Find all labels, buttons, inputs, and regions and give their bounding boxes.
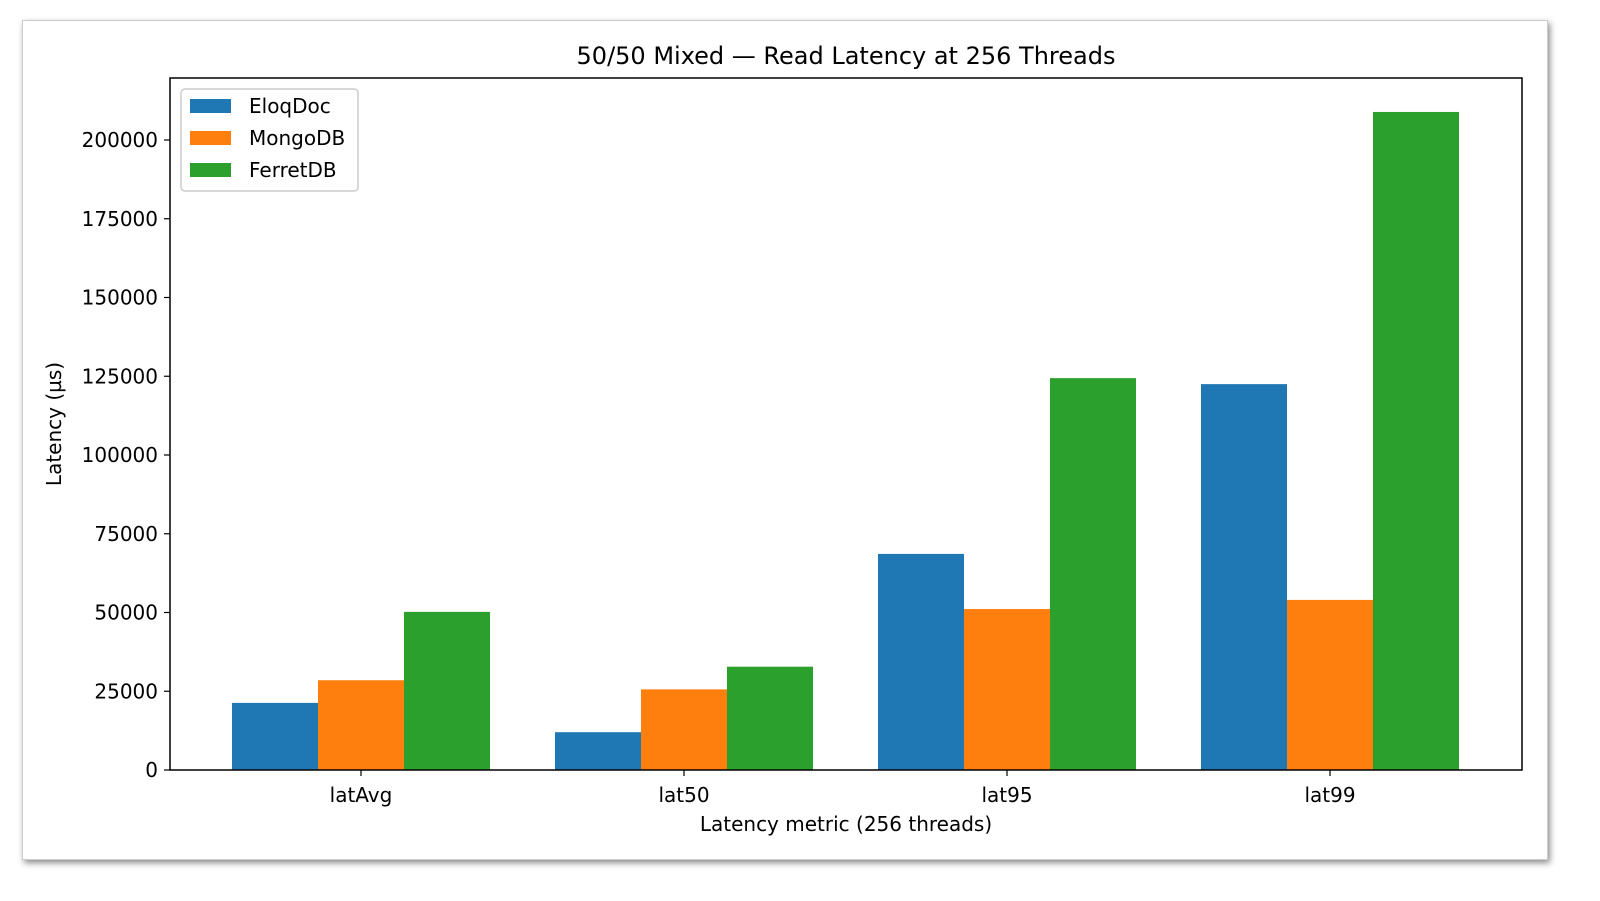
y-tick-label: 75000 xyxy=(94,522,158,546)
legend-swatch-mongodb xyxy=(190,131,231,145)
x-axis-label: Latency metric (256 threads) xyxy=(700,812,992,836)
y-tick-label: 50000 xyxy=(94,601,158,625)
legend-swatch-eloqdoc xyxy=(190,99,231,113)
y-tick-label: 25000 xyxy=(94,679,158,703)
bar-eloqdoc-latavg xyxy=(232,702,318,770)
legend-label-eloqdoc: EloqDoc xyxy=(249,94,331,118)
bar-mongodb-lat99 xyxy=(1287,599,1373,770)
y-tick-label: 125000 xyxy=(82,364,158,388)
bar-eloqdoc-lat95 xyxy=(878,553,964,770)
bar-mongodb-lat50 xyxy=(641,689,727,770)
legend-label-ferretdb: FerretDB xyxy=(249,158,337,182)
bar-ferretdb-lat95 xyxy=(1050,378,1136,770)
bar-eloqdoc-lat99 xyxy=(1201,384,1287,770)
bar-mongodb-lat95 xyxy=(964,609,1050,770)
y-tick-label: 100000 xyxy=(82,443,158,467)
bar-mongodb-latavg xyxy=(318,680,404,770)
bar-eloqdoc-lat50 xyxy=(555,732,641,770)
legend: EloqDoc MongoDB FerretDB xyxy=(180,88,359,192)
y-tick-label: 0 xyxy=(145,758,158,782)
legend-label-mongodb: MongoDB xyxy=(249,126,345,150)
plot-area-border xyxy=(169,77,1523,771)
bar-ferretdb-lat50 xyxy=(727,666,813,770)
y-tick-label: 150000 xyxy=(82,286,158,310)
x-tick-label: lat95 xyxy=(981,783,1032,807)
y-axis-label: Latency (µs) xyxy=(42,362,66,486)
bar-ferretdb-latavg xyxy=(404,611,490,770)
bar-ferretdb-lat99 xyxy=(1373,111,1459,771)
legend-swatch-ferretdb xyxy=(190,163,231,177)
x-tick-label: latAvg xyxy=(330,783,393,807)
chart-title: 50/50 Mixed — Read Latency at 256 Thread… xyxy=(577,42,1116,70)
y-tick-label: 175000 xyxy=(82,207,158,231)
x-tick-label: lat99 xyxy=(1304,783,1355,807)
y-tick-label: 200000 xyxy=(82,128,158,152)
x-tick-label: lat50 xyxy=(658,783,709,807)
